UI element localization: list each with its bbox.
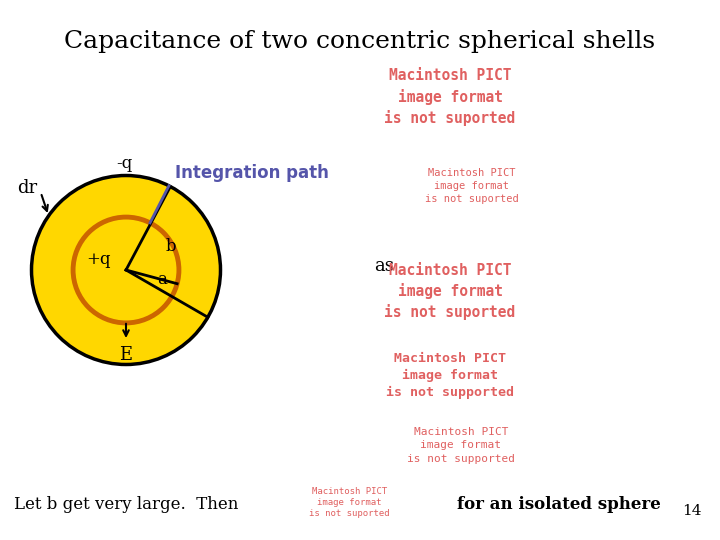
Text: E: E	[120, 346, 132, 364]
Text: a: a	[157, 271, 167, 288]
Text: Capacitance of two concentric spherical shells: Capacitance of two concentric spherical …	[64, 30, 656, 53]
Text: Macintosh PICT
image format
is not suported: Macintosh PICT image format is not supor…	[384, 263, 516, 320]
Text: 14: 14	[683, 504, 702, 518]
Circle shape	[32, 176, 220, 364]
Text: Macintosh PICT
image format
is not supported: Macintosh PICT image format is not suppo…	[407, 427, 515, 464]
Text: Macintosh PICT
image format
is not supported: Macintosh PICT image format is not suppo…	[386, 352, 514, 399]
Text: Integration path: Integration path	[175, 165, 329, 183]
Text: -q: -q	[116, 156, 132, 172]
Text: Macintosh PICT
image format
is not suported: Macintosh PICT image format is not supor…	[425, 168, 518, 205]
Text: as: as	[374, 257, 395, 275]
Text: +q: +q	[86, 252, 110, 268]
Text: for an isolated sphere: for an isolated sphere	[457, 496, 661, 514]
Text: Macintosh PICT
image format
is not suported: Macintosh PICT image format is not supor…	[309, 487, 390, 518]
Text: dr: dr	[17, 179, 37, 197]
Circle shape	[73, 217, 179, 323]
Text: Let b get very large.  Then: Let b get very large. Then	[14, 496, 239, 514]
Text: Macintosh PICT
image format
is not suported: Macintosh PICT image format is not supor…	[384, 69, 516, 126]
Text: b: b	[166, 238, 176, 255]
